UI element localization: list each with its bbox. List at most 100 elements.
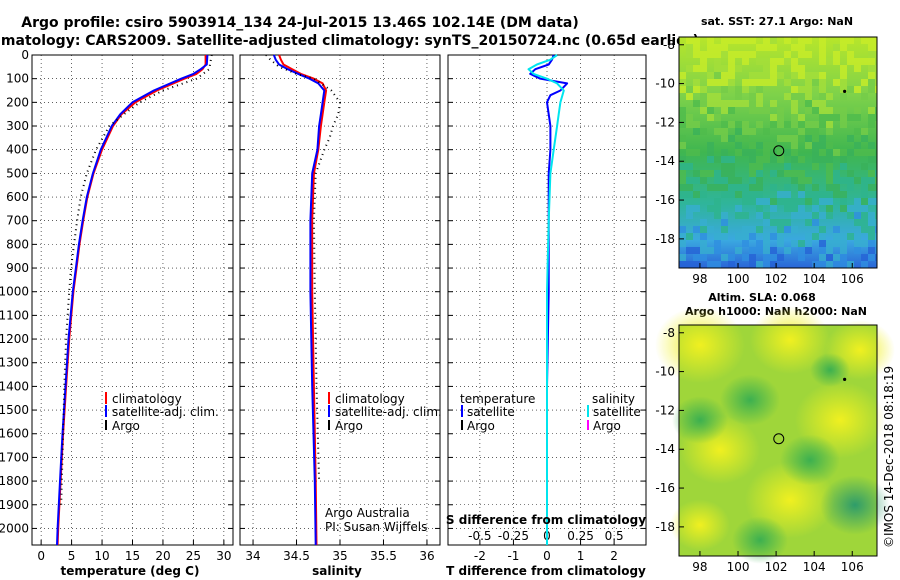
sst-cell xyxy=(707,149,714,156)
sst-cell xyxy=(749,226,756,233)
sst-cell xyxy=(777,72,784,79)
sst-cell xyxy=(812,128,819,135)
sst-cell xyxy=(693,170,700,177)
sst-cell xyxy=(826,240,833,247)
sst-cell xyxy=(777,198,784,205)
sst-cell xyxy=(693,149,700,156)
sst-cell xyxy=(686,163,693,170)
sst-cell xyxy=(721,135,728,142)
sst-cell xyxy=(756,191,763,198)
sst-cell xyxy=(679,121,686,128)
sst-cell xyxy=(770,100,777,107)
y-tick-label: 1900 xyxy=(0,498,29,512)
sst-cell xyxy=(714,156,721,163)
sst-cell xyxy=(791,177,798,184)
sst-cell xyxy=(868,44,875,51)
sst-cell xyxy=(840,107,847,114)
sst-cell xyxy=(791,121,798,128)
sst-cell xyxy=(805,93,812,100)
sst-cell xyxy=(875,254,877,261)
sst-cell xyxy=(742,184,749,191)
sst-cell xyxy=(826,114,833,121)
sst-cell xyxy=(700,65,707,72)
sst-cell xyxy=(700,233,707,240)
sst-cell xyxy=(784,37,791,44)
sst-cell xyxy=(728,191,735,198)
map-x-tick-label: 102 xyxy=(765,560,788,574)
sst-cell xyxy=(749,261,756,268)
difference-axis-ticks: -2 -1 0 1 2-0.5 -0.25 0 0.25 0.5 xyxy=(468,529,623,563)
sst-cell xyxy=(798,44,805,51)
sst-cell xyxy=(777,149,784,156)
sst-cell xyxy=(868,184,875,191)
sst-cell xyxy=(707,93,714,100)
legend-salinity-title: salinity xyxy=(592,392,635,406)
sst-cell xyxy=(721,212,728,219)
sst-cell xyxy=(756,107,763,114)
sst-cell xyxy=(826,58,833,65)
sst-cell xyxy=(791,198,798,205)
sst-cell xyxy=(798,114,805,121)
sst-cell xyxy=(805,247,812,254)
sst-cell xyxy=(798,72,805,79)
sst-cell xyxy=(875,72,877,79)
salinity-legend: climatology satellite-adj. clim. Argo xyxy=(328,392,442,433)
sst-cell xyxy=(756,247,763,254)
sst-cell xyxy=(693,44,700,51)
sst-cell xyxy=(861,93,868,100)
sst-cell xyxy=(749,142,756,149)
sla-anomaly-blob xyxy=(820,475,890,535)
sst-cell xyxy=(700,226,707,233)
sst-cell xyxy=(749,128,756,135)
sst-cell xyxy=(728,121,735,128)
sst-cell xyxy=(784,198,791,205)
sst-cell xyxy=(756,93,763,100)
credit-pi: PI: Susan Wijffels xyxy=(325,520,427,534)
sst-cell xyxy=(749,37,756,44)
x-tick-label: 0 xyxy=(543,549,551,563)
sst-cell xyxy=(875,37,877,44)
sst-cell xyxy=(805,135,812,142)
map-x-tick-label: 106 xyxy=(841,272,864,286)
sst-cell xyxy=(875,107,877,114)
sst-cell xyxy=(700,254,707,261)
sst-cell xyxy=(826,121,833,128)
sst-cell xyxy=(735,100,742,107)
sst-cell xyxy=(861,37,868,44)
sst-cell xyxy=(854,128,861,135)
sst-cell xyxy=(707,170,714,177)
sst-cell xyxy=(777,58,784,65)
sst-cell xyxy=(679,261,686,268)
s-diff-tick-label: 0.5 xyxy=(605,529,624,543)
sst-cell xyxy=(714,44,721,51)
sst-cell xyxy=(875,156,877,163)
sla-map-ticks: 98 100 102 104 106 -8 -10 -12 -14 -16 -18 xyxy=(655,326,863,574)
sst-cell xyxy=(847,58,854,65)
sst-cell xyxy=(875,65,877,72)
sst-cell xyxy=(721,86,728,93)
sst-cell xyxy=(812,233,819,240)
sst-cell xyxy=(763,44,770,51)
sst-cell xyxy=(840,163,847,170)
sst-cell xyxy=(875,184,877,191)
sst-cell xyxy=(777,114,784,121)
sst-cell xyxy=(756,177,763,184)
sst-cell xyxy=(728,156,735,163)
x-tick-label: 25 xyxy=(186,549,201,563)
sst-cell xyxy=(784,247,791,254)
series-satellite-adj-clim- xyxy=(56,54,209,546)
sst-cell xyxy=(833,191,840,198)
sst-cell xyxy=(763,128,770,135)
y-tick-label: 1700 xyxy=(0,450,29,464)
sst-cell xyxy=(763,149,770,156)
sst-cell xyxy=(847,177,854,184)
y-tick-label: 300 xyxy=(6,119,29,133)
sst-cell xyxy=(875,44,877,51)
sst-cell xyxy=(805,212,812,219)
map-y-tick-label: -18 xyxy=(655,520,675,534)
sst-cell xyxy=(826,254,833,261)
sst-cell xyxy=(707,261,714,268)
sst-cell xyxy=(819,58,826,65)
sst-cell xyxy=(819,121,826,128)
sst-cell xyxy=(798,254,805,261)
